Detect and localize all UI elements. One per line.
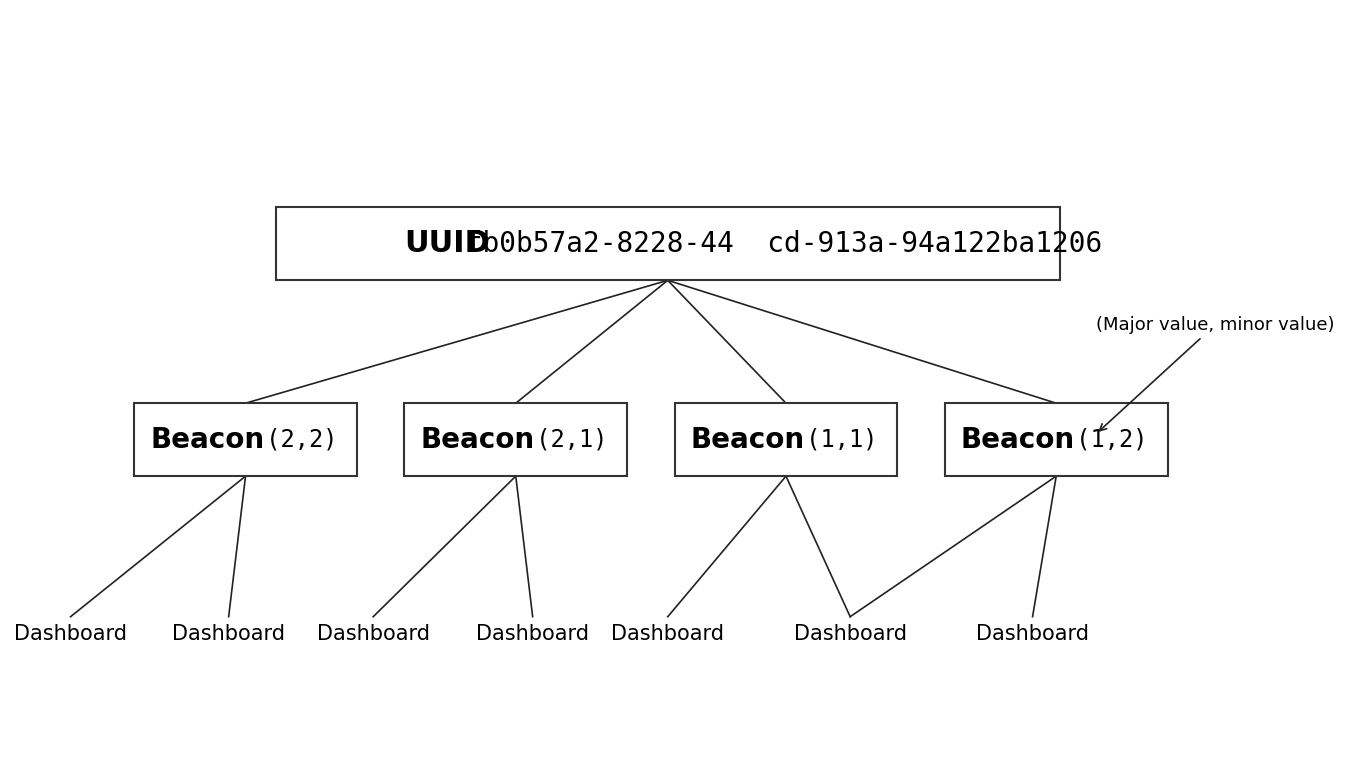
Text: Dashboard: Dashboard: [793, 624, 906, 644]
Text: Beacon: Beacon: [150, 425, 265, 454]
Text: (1,2): (1,2): [1062, 428, 1148, 452]
FancyBboxPatch shape: [134, 403, 358, 476]
Text: Dashboard: Dashboard: [14, 624, 127, 644]
Text: Dashboard: Dashboard: [317, 624, 430, 644]
Text: Beacon: Beacon: [961, 425, 1076, 454]
FancyBboxPatch shape: [404, 403, 628, 476]
FancyBboxPatch shape: [276, 207, 1059, 280]
Text: Beacon: Beacon: [691, 425, 805, 454]
Text: fb0b57a2-8228-44  cd-913a-94a122ba1206: fb0b57a2-8228-44 cd-913a-94a122ba1206: [449, 230, 1102, 258]
Text: Dashboard: Dashboard: [976, 624, 1089, 644]
FancyBboxPatch shape: [945, 403, 1167, 476]
Text: Beacon: Beacon: [420, 425, 535, 454]
Text: (2,2): (2,2): [251, 428, 337, 452]
Text: Dashboard: Dashboard: [172, 624, 285, 644]
FancyBboxPatch shape: [674, 403, 897, 476]
Text: Dashboard: Dashboard: [612, 624, 725, 644]
Text: Dashboard: Dashboard: [476, 624, 590, 644]
Text: (2,1): (2,1): [521, 428, 607, 452]
Text: (Major value, minor value): (Major value, minor value): [1096, 316, 1334, 431]
Text: (1,1): (1,1): [792, 428, 878, 452]
Text: UUID: UUID: [404, 230, 490, 258]
